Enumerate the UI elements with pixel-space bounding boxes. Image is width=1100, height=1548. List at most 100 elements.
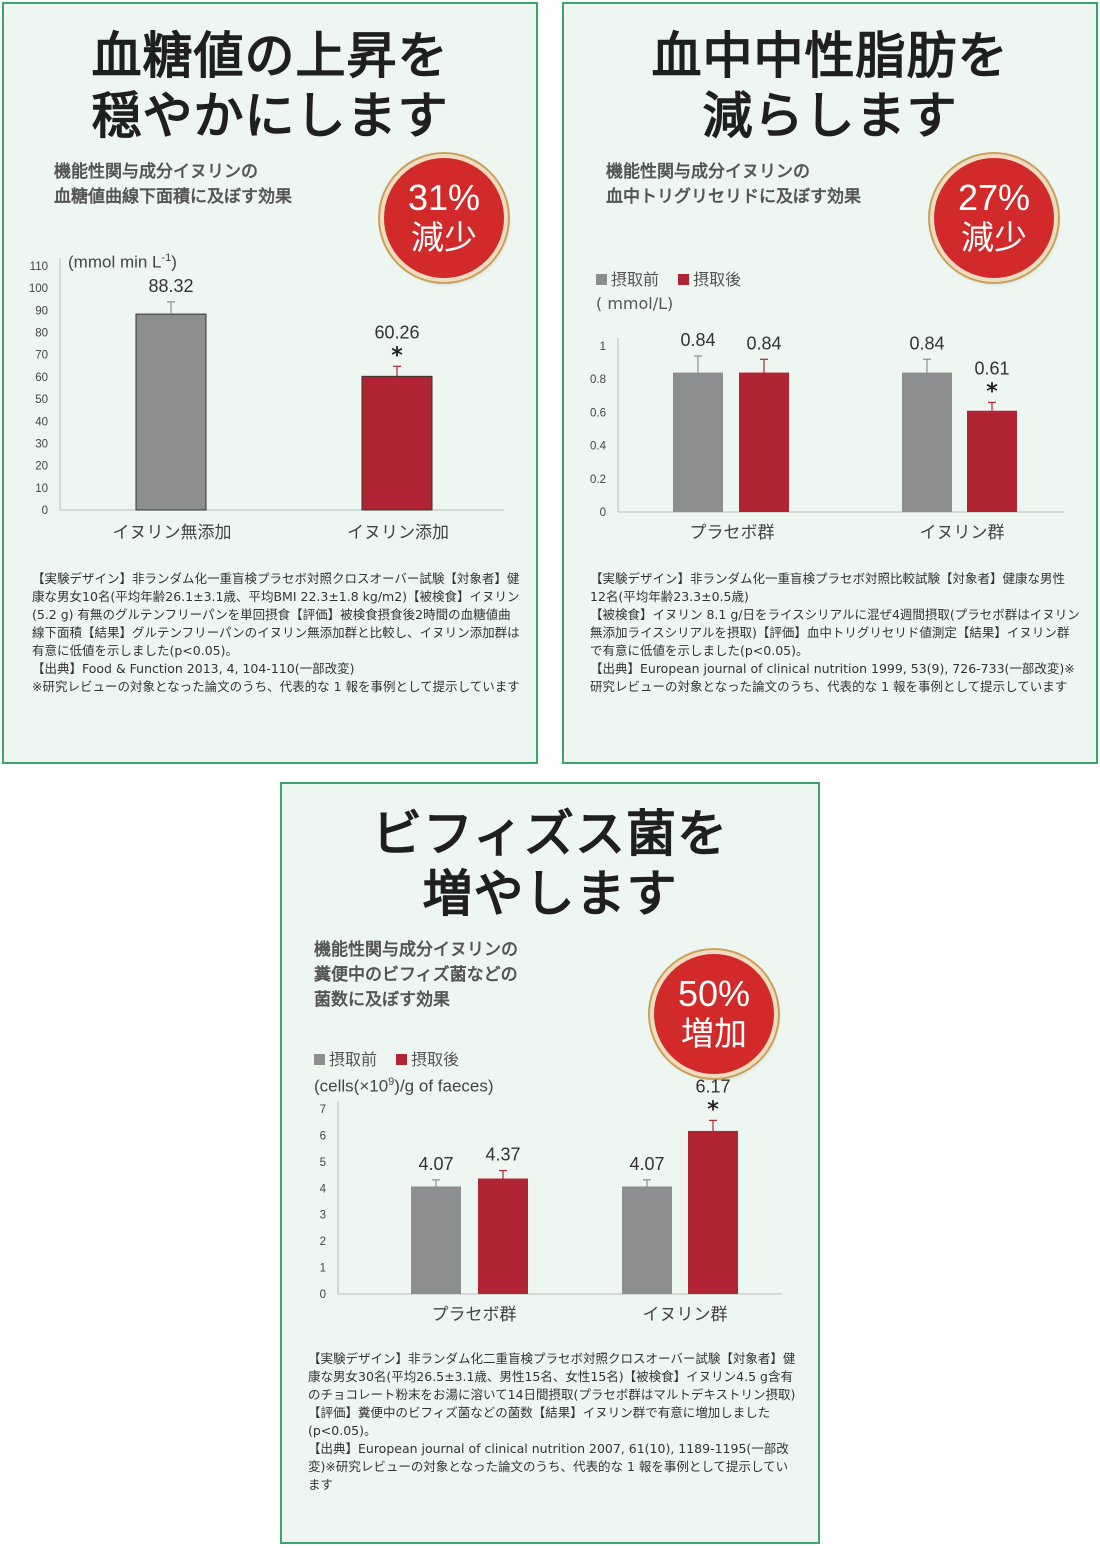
note-source: 【出典】European journal of clinical nutriti… [308,1441,789,1492]
note-source: 【出典】Food & Function 2013, 4, 104-110(一部改… [32,661,355,676]
bar [478,1178,528,1294]
bar [967,410,1017,512]
headline-line-1: ビフィズス菌を [372,804,728,863]
data-label: 4.07 [629,1154,664,1174]
y-tick-label: 6 [320,1130,326,1142]
result-badge: 50% 増加 [654,954,774,1074]
data-label: 6.17 [695,1076,730,1096]
note-design: 【実験デザイン】非ランダム化一重盲検プラセボ対照クロスオーバー試験【対象者】健康… [32,571,520,658]
chart-legend: 摂取前 摂取後 [314,1046,473,1070]
y-tick-label: 0 [320,1289,326,1301]
significance-asterisk: * [707,1097,719,1122]
result-badge: 31% 減少 [384,158,504,278]
y-tick-label: 5 [320,1157,326,1169]
bar [361,375,433,511]
x-category-label: イヌリン群 [920,523,1005,543]
bar [902,372,952,512]
x-category-label: イヌリン群 [643,1305,728,1325]
y-tick-label: 90 [35,305,48,317]
headline-line-2: 穏やかにします [91,86,449,145]
y-tick-label: 0 [600,507,606,519]
note-remark: ※研究レビューの対象となった論文のうち、代表的な 1 報を事例として提示していま… [32,679,520,694]
note-source: 【出典】European journal of clinical nutriti… [590,661,1075,694]
x-category-label: プラセボ群 [432,1305,517,1325]
bar [673,372,723,512]
y-tick-label: 4 [320,1183,327,1195]
unit-label: (cells(×109)/g of faeces) [314,1076,494,1096]
study-notes: 【実験デザイン】非ランダム化一重盲検プラセボ対照クロスオーバー試験【対象者】健康… [32,570,520,696]
y-tick-label: 100 [29,283,48,295]
data-label: 0.61 [974,358,1009,378]
x-category-label: イヌリン無添加 [113,523,232,543]
legend-swatch-before [596,273,607,285]
badge-percent: 27% [957,177,1031,218]
legend-item-after: 摂取後 [396,1050,459,1069]
y-tick-label: 7 [320,1104,326,1116]
data-label: 0.84 [746,333,781,353]
unit-label: (mmol min L-1) [68,252,177,272]
badge-label: 増加 [681,1014,747,1053]
legend-item-before: 摂取前 [314,1050,377,1069]
y-tick-label: 1 [320,1263,326,1275]
data-label: 88.32 [148,276,193,296]
y-tick-label: 2 [320,1236,326,1248]
y-tick-label: 0.4 [590,441,607,453]
panel-blood-glucose: 血糖値の上昇を 穏やかにします 機能性関与成分イヌリンの 血糖値曲線下面積に及ぼ… [2,2,538,764]
significance-asterisk: * [391,343,403,368]
study-notes: 【実験デザイン】非ランダム化二重盲検プラセボ対照クロスオーバー試験【対象者】健康… [308,1350,800,1494]
bar [135,313,207,511]
badge-percent: 31% [407,177,481,218]
x-category-label: イヌリン添加 [347,523,449,543]
x-category-label: プラセボ群 [690,523,775,543]
significance-asterisk: * [986,379,998,404]
y-tick-label: 30 [35,438,48,450]
panel-triglyceride: 血中中性脂肪を 減らします 機能性関与成分イヌリンの 血中トリグリセリドに及ぼす… [562,2,1098,764]
bar-chart-bifidobacteria: 0 1 2 3 4 5 6 7 プラセボ群 イヌリン群 4.07 4.07 4.37 6.17* [320,1076,782,1325]
chart-subtitle: 機能性関与成分イヌリンの 糞便中のビフィズ菌などの 菌数に及ぼす効果 [314,940,518,1010]
bar [411,1186,461,1294]
chart-legend: 摂取前 摂取後 [596,266,755,290]
y-tick-label: 0.6 [590,407,606,419]
bar [739,372,789,512]
legend-item-before: 摂取前 [596,270,659,289]
y-tick-label: 50 [35,394,48,406]
data-label: 4.07 [418,1154,453,1174]
headline-line-1: 血中中性脂肪を [651,26,1009,85]
y-tick-label: 1 [600,341,606,353]
y-tick-label: 10 [35,483,48,495]
headline-line-2: 減らします [702,86,958,145]
headline-line-2: 増やします [422,864,678,923]
badge-label: 減少 [411,218,477,257]
y-tick-label: 110 [30,261,48,273]
note-design: 【実験デザイン】非ランダム化二重盲検プラセボ対照クロスオーバー試験【対象者】健康… [308,1351,796,1438]
data-label: 4.37 [485,1145,520,1165]
note-design: 【実験デザイン】非ランダム化一重盲検プラセボ対照比較試験【対象者】健康な男性12… [590,571,1066,604]
headline-line-1: 血糖値の上昇を [91,26,449,85]
legend-item-after: 摂取後 [678,270,741,289]
y-tick-label: 70 [35,350,48,362]
chart-subtitle: 機能性関与成分イヌリンの 血中トリグリセリドに及ぼす効果 [606,162,861,207]
y-tick-label: 40 [35,416,48,428]
chart-subtitle: 機能性関与成分イヌリンの 血糖値曲線下面積に及ぼす効果 [54,162,292,207]
y-tick-label: 60 [35,372,48,384]
y-tick-label: 0 [42,505,48,517]
bar-chart-glucose: 0 10 20 30 40 50 60 70 80 90 100 110 イヌリン無添加 イヌリン添加 88… [29,258,504,543]
panel-bifidobacteria: ビフィズス菌を 増やします 機能性関与成分イヌリンの 糞便中のビフィズ菌などの … [280,782,820,1544]
badge-label: 減少 [961,218,1027,257]
y-tick-label: 20 [35,461,48,473]
legend-swatch-after [678,273,690,285]
legend-swatch-before [314,1053,325,1065]
badge-percent: 50% [677,973,751,1014]
result-badge: 27% 減少 [934,158,1054,278]
data-label: 60.26 [374,322,419,342]
bar-chart-triglyceride: 0 0.2 0.4 0.6 0.8 1 プラセボ群 イヌリン群 0.84 0.84 0.84 0.61… [590,330,1064,543]
data-label: 0.84 [680,330,715,350]
data-label: 0.84 [909,333,944,353]
y-tick-label: 3 [320,1210,326,1222]
bar [622,1186,672,1294]
note-intervention: 【被検食】イヌリン 8.1 g/日をライスシリアルに混ぜ4週間摂取(プラセボ群は… [590,607,1080,658]
bar [688,1130,738,1294]
y-tick-label: 0.2 [590,474,606,486]
y-tick-label: 0.8 [590,374,606,386]
unit-label: ( mmol/L) [596,294,674,313]
